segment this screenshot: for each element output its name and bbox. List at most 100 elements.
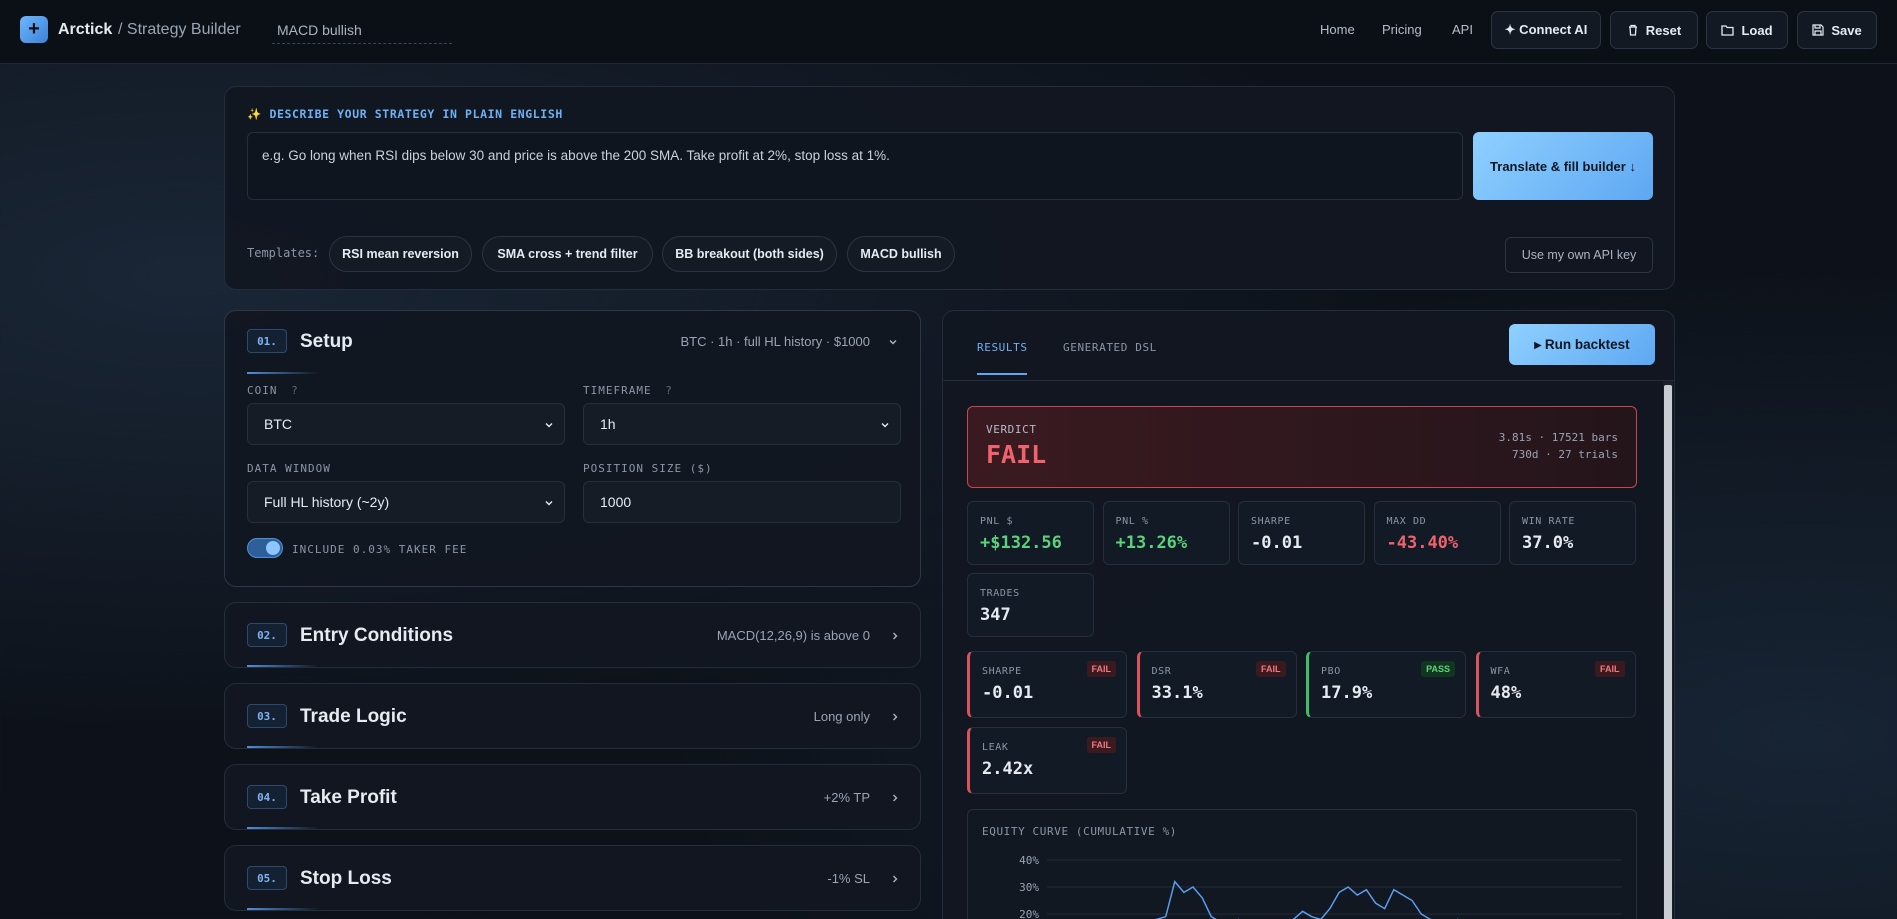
metric-value: 37.0%	[1522, 533, 1574, 553]
field-label: COIN ?	[247, 384, 299, 397]
section-card[interactable]: 03. Trade Logic Long only	[224, 683, 921, 749]
reset-button[interactable]: Reset	[1610, 11, 1698, 49]
load-button[interactable]: Load	[1706, 11, 1788, 49]
section-card[interactable]: 05. Stop Loss -1% SL	[224, 845, 921, 911]
metric-label: SHARPE	[1251, 516, 1291, 527]
timeframe-select[interactable]: 1h	[583, 403, 901, 445]
metric-card: PNL % +13.26%	[1102, 501, 1230, 565]
nav-link[interactable]: Home	[1320, 22, 1355, 37]
fee-toggle-label: INCLUDE 0.03% TAKER FEE	[292, 543, 468, 556]
chevron-down[interactable]	[888, 337, 898, 347]
verdict-stat: 730d · 27 trials	[1512, 448, 1618, 461]
field-label: TIMEFRAME ?	[583, 384, 673, 397]
fee-toggle[interactable]	[247, 538, 283, 558]
strategy-name[interactable]: MACD bullish	[272, 14, 452, 44]
test-value: 48%	[1490, 683, 1522, 703]
section-card[interactable]: 04. Take Profit +2% TP	[224, 764, 921, 830]
equity-curve-card: EQUITY CURVE (CUMULATIVE %) 40% 30% 20%	[967, 809, 1637, 919]
verdict-box: VERDICT FAIL 3.81s · 17521 bars 730d · 2…	[967, 406, 1637, 488]
test-label: SHARPE	[982, 666, 1022, 677]
section-number: 02.	[247, 623, 287, 647]
metric-label: WIN RATE	[1522, 516, 1575, 527]
template-chip[interactable]: SMA cross + trend filter	[482, 236, 653, 272]
select-arrow	[545, 423, 553, 428]
chevron-right[interactable]	[890, 710, 900, 722]
button-label: Load	[1741, 22, 1773, 38]
tab-results[interactable]: RESULTS	[977, 341, 1028, 354]
section-progress	[247, 372, 319, 374]
metric-card: MAX DD -43.40%	[1373, 501, 1501, 565]
section-progress	[247, 827, 319, 829]
section-progress	[247, 908, 319, 910]
y-tick-label: 40%	[1019, 854, 1039, 867]
test-status: PASS	[1421, 661, 1455, 677]
button-label: ✦ Connect AI	[1504, 22, 1588, 37]
section-number: 03.	[247, 704, 287, 728]
test-label: WFA	[1490, 666, 1511, 677]
section-title[interactable]: Trade Logic	[300, 706, 407, 727]
section-progress	[247, 746, 319, 748]
tab-underline	[977, 373, 1027, 375]
chevron-right[interactable]	[890, 629, 900, 641]
data-window-select[interactable]: Full HL history (~2y)	[247, 481, 565, 523]
save-button[interactable]: Save	[1797, 11, 1877, 49]
translate-button[interactable]: Translate & fill builder ↓	[1473, 132, 1653, 200]
chevron-right[interactable]	[890, 872, 900, 884]
template-chip[interactable]: BB breakout (both sides)	[662, 236, 837, 272]
button-label: Save	[1831, 22, 1862, 38]
position-size-input[interactable]: 1000	[583, 481, 901, 523]
verdict-label: VERDICT	[986, 423, 1037, 436]
nav-link[interactable]: Pricing	[1382, 22, 1422, 37]
scrollbar-thumb[interactable]	[1664, 385, 1672, 919]
brand[interactable]: Arctick	[58, 21, 113, 38]
chevron-icon	[893, 713, 898, 721]
help-icon[interactable]: ?	[291, 384, 299, 397]
test-card: SHARPE -0.01 FAIL	[967, 651, 1127, 718]
select-arrow	[881, 423, 889, 428]
chart-title: EQUITY CURVE (CUMULATIVE %)	[982, 825, 1178, 838]
nav-link[interactable]: API	[1452, 22, 1473, 37]
logo[interactable]: +	[20, 16, 48, 43]
divider	[943, 380, 1674, 381]
templates-label: Templates:	[247, 246, 320, 260]
run-backtest-button[interactable]: ▸ Run backtest	[1509, 324, 1655, 365]
template-chip[interactable]: RSI mean reversion	[329, 236, 472, 272]
test-card: DSR 33.1% FAIL	[1136, 651, 1297, 718]
section-summary: +2% TP	[823, 790, 870, 805]
section-card[interactable]: 02. Entry Conditions MACD(12,26,9) is abov…	[224, 602, 921, 668]
metric-card: TRADES 347	[967, 573, 1094, 637]
section-summary: MACD(12,26,9) is above 0	[716, 628, 870, 643]
connect-ai-button[interactable]: ✦ Connect AI	[1491, 11, 1601, 49]
coin-select[interactable]: BTC	[247, 403, 565, 445]
verdict-stat: 3.81s · 17521 bars	[1498, 431, 1618, 444]
metric-label: MAX DD	[1386, 516, 1427, 527]
section-title[interactable]: Stop Loss	[300, 868, 392, 889]
chevron-icon	[893, 875, 898, 883]
template-chip[interactable]: MACD bullish	[847, 236, 955, 272]
section-title[interactable]: Entry Conditions	[300, 625, 454, 646]
chevron-right[interactable]	[890, 791, 900, 803]
section-progress	[247, 665, 319, 667]
help-icon[interactable]: ?	[665, 384, 673, 397]
metric-label: TRADES	[980, 588, 1020, 599]
chevron-icon	[893, 794, 898, 802]
test-card: WFA 48% FAIL	[1475, 651, 1636, 718]
strategy-textarea[interactable]: e.g. Go long when RSI dips below 30 and …	[247, 132, 1463, 200]
section-number: 05.	[247, 866, 287, 890]
metric-value: +13.26%	[1115, 533, 1188, 553]
section-number: 01.	[247, 329, 287, 353]
test-card: LEAK 2.42x FAIL	[967, 727, 1127, 794]
section-title[interactable]: Setup	[300, 331, 353, 352]
test-card: PBO 17.9% PASS	[1306, 651, 1466, 718]
metric-value: 347	[980, 605, 1011, 625]
toggle-knob	[266, 541, 280, 555]
save-icon	[1812, 24, 1824, 36]
api-key-button[interactable]: Use my own API key	[1505, 237, 1653, 273]
tab-dsl[interactable]: GENERATED DSL	[1063, 341, 1157, 354]
section-title[interactable]: Take Profit	[300, 787, 397, 808]
describe-panel: ✨ DESCRIBE YOUR STRATEGY IN PLAIN ENGLIS…	[224, 86, 1675, 290]
trash-icon	[1628, 24, 1637, 36]
breadcrumb: / Strategy Builder	[118, 21, 241, 38]
